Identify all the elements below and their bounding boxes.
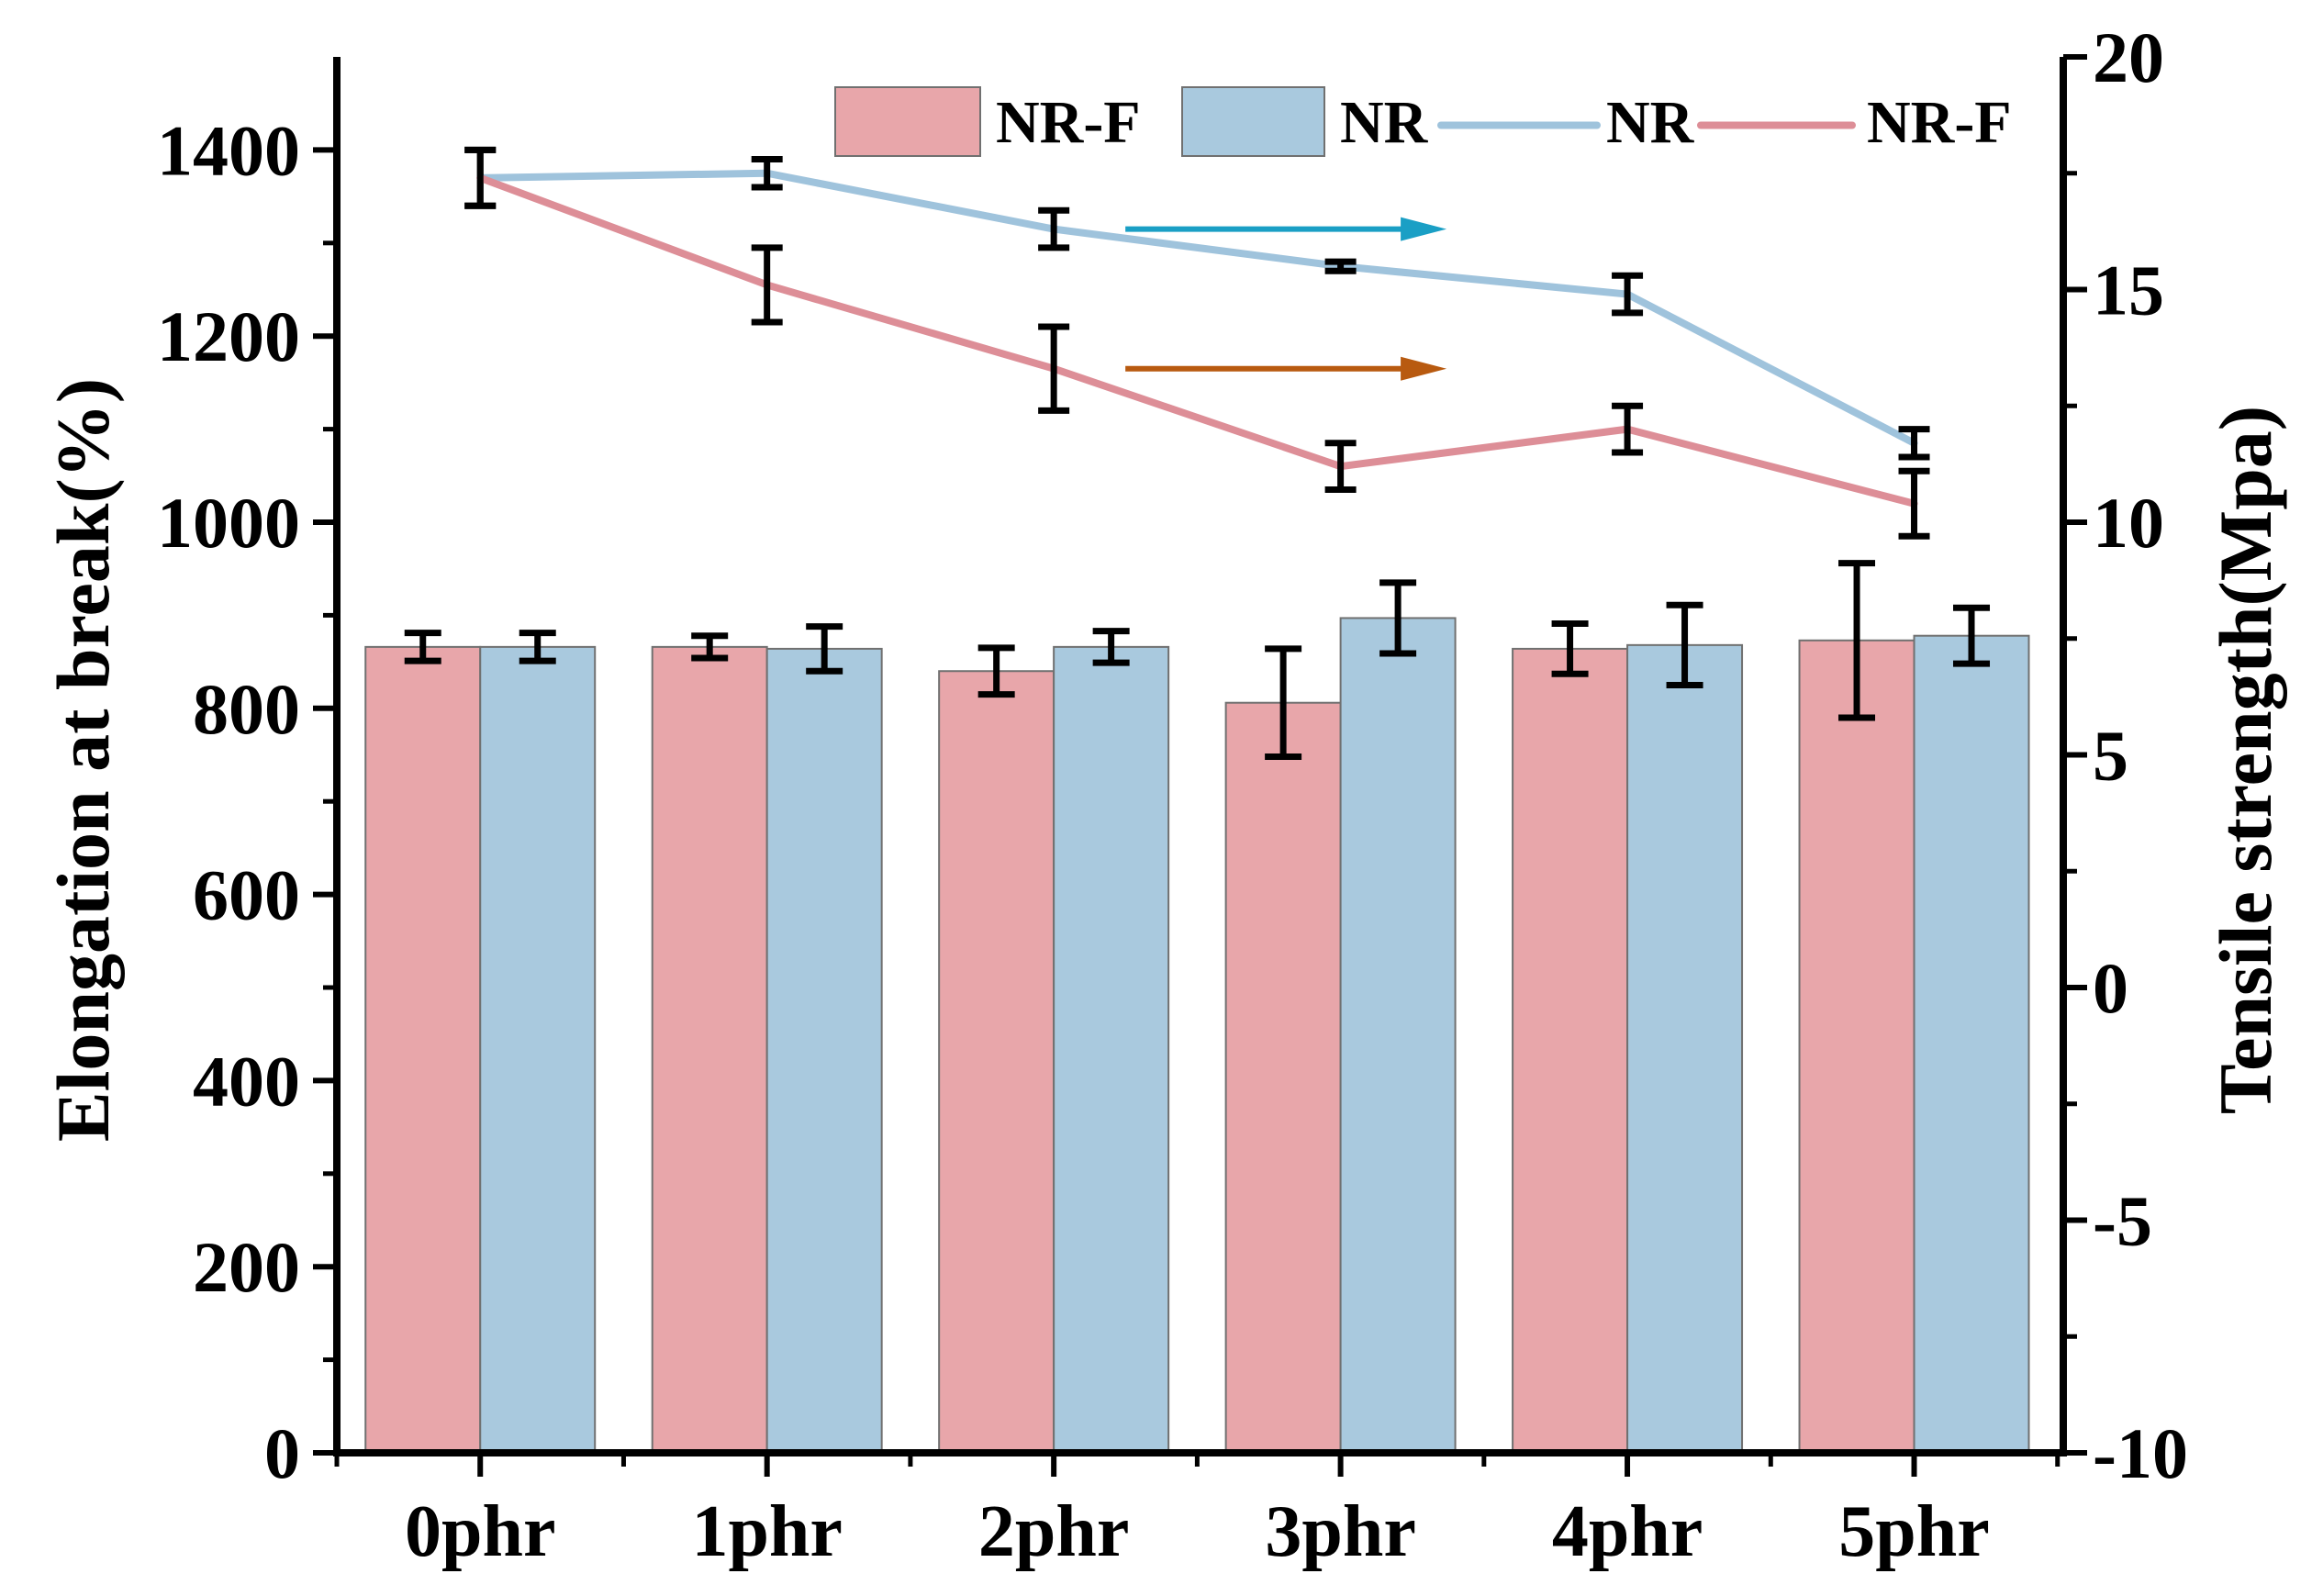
legend-entry-bar-nr-f-swatch [834,86,981,157]
y-left-tick-label-1400: 1400 [157,110,300,190]
bar-nr-f-1phr [651,645,768,1454]
y-right-tick-label--5: -5 [2093,1181,2152,1261]
line-error-nr-f-1phr [751,244,783,326]
bar-error-nr-2phr [1092,628,1130,666]
bar-error-nr-3phr [1379,579,1417,657]
bar-nr-2phr [1053,645,1170,1454]
line-error-nr-3phr [1324,258,1357,274]
y-left-tick-label-800: 800 [193,669,300,749]
legend-entry-line-nr-f: NR-F [1697,89,2012,156]
legend: NR-F NR NR NR-F [834,86,2012,157]
bar-error-nr-f-4phr [1551,620,1589,677]
bar-nr-1phr [765,647,883,1454]
bar-error-nr-f-5phr [1838,560,1876,721]
bar-error-nr-0phr [519,630,556,664]
bar-error-nr-f-0phr [404,630,441,664]
bar-nr-f-2phr [938,670,1055,1454]
y-right-tick-label-0: 0 [2093,948,2128,1028]
y-left-tick-label-400: 400 [193,1041,300,1121]
legend-entry-line-nr: NR [1437,89,1695,156]
x-tick-label-5phr: 5phr [1838,1491,1990,1572]
line-nr [476,169,1918,447]
line-error-nr-f-2phr [1038,323,1070,414]
line-error-nr-f-0phr [464,146,497,209]
arrow-nr [1125,217,1447,241]
line-error-nr-f-4phr [1612,402,1644,456]
x-tick-label-4phr: 4phr [1552,1491,1703,1572]
line-error-nr-f-3phr [1324,440,1357,494]
bar-error-nr-4phr [1666,601,1703,688]
bar-error-nr-5phr [1953,604,1991,667]
y-left-tick-label-1000: 1000 [157,483,300,563]
axes-layer: 0 200 400 600 800 1000 1200 1400 -10 -5 0 5 10 15 20 0p… [157,17,2188,1572]
arrow-nr-f-head [1401,356,1447,381]
x-tick-label-3phr: 3phr [1265,1491,1416,1572]
legend-entry-bar-nr-f-label: NR-F [996,89,1141,156]
bar-error-nr-f-1phr [691,632,729,662]
arrow-nr-f [1125,356,1447,381]
y-left-tick-label-600: 600 [193,855,300,935]
legend-entry-line-nr-label: NR [1606,89,1695,156]
legend-entry-line-nr-f-label: NR-F [1867,89,2012,156]
bar-nr-5phr [1913,634,2030,1454]
y-right-tick-label-15: 15 [2093,251,2164,330]
line-error-nr-1phr [751,156,783,191]
x-tick-label-0phr: 0phr [405,1491,556,1572]
lines-layer [464,146,1930,540]
bar-error-nr-f-2phr [977,644,1015,698]
line-error-nr-4phr [1612,272,1644,317]
arrow-nr-head [1401,217,1447,241]
line-error-nr-5phr [1898,426,1930,461]
y-left-tick-label-0: 0 [264,1413,300,1493]
legend-entry-bar-nr-swatch [1181,86,1325,157]
bar-nr-f-5phr [1798,639,1915,1454]
bar-nr-3phr [1339,617,1457,1454]
bar-nr-4phr [1626,643,1744,1454]
y-left-tick-label-200: 200 [193,1227,300,1307]
y-right-tick-label-20: 20 [2093,17,2164,97]
x-tick-label-1phr: 1phr [691,1491,843,1572]
legend-entry-bar-nr-f: NR-F [834,86,1141,157]
y-axis-left-title: Elongation at break(%) [41,378,125,1142]
bar-error-nr-f-3phr [1265,645,1302,761]
bar-nr-f-3phr [1224,701,1342,1454]
line-nr-f [476,173,1918,508]
bar-nr-0phr [479,645,597,1454]
bar-nr-f-4phr [1512,647,1629,1454]
legend-entry-bar-nr: NR [1181,86,1429,157]
line-error-nr-2phr [1038,206,1070,251]
x-tick-label-2phr: 2phr [978,1491,1130,1572]
y-right-tick-label-10: 10 [2093,483,2164,563]
y-left-tick-label-1200: 1200 [157,296,300,376]
y-right-tick-label-5: 5 [2093,716,2128,796]
legend-entry-bar-nr-label: NR [1340,89,1429,156]
line-error-nr-f-5phr [1898,467,1930,540]
bar-error-nr-1phr [806,623,843,675]
bar-nr-f-0phr [364,645,482,1454]
y-axis-right-title: Tensile strength(Mpa) [2204,406,2287,1114]
bars-layer [364,560,2030,1454]
y-right-tick-label--10: -10 [2093,1413,2188,1493]
